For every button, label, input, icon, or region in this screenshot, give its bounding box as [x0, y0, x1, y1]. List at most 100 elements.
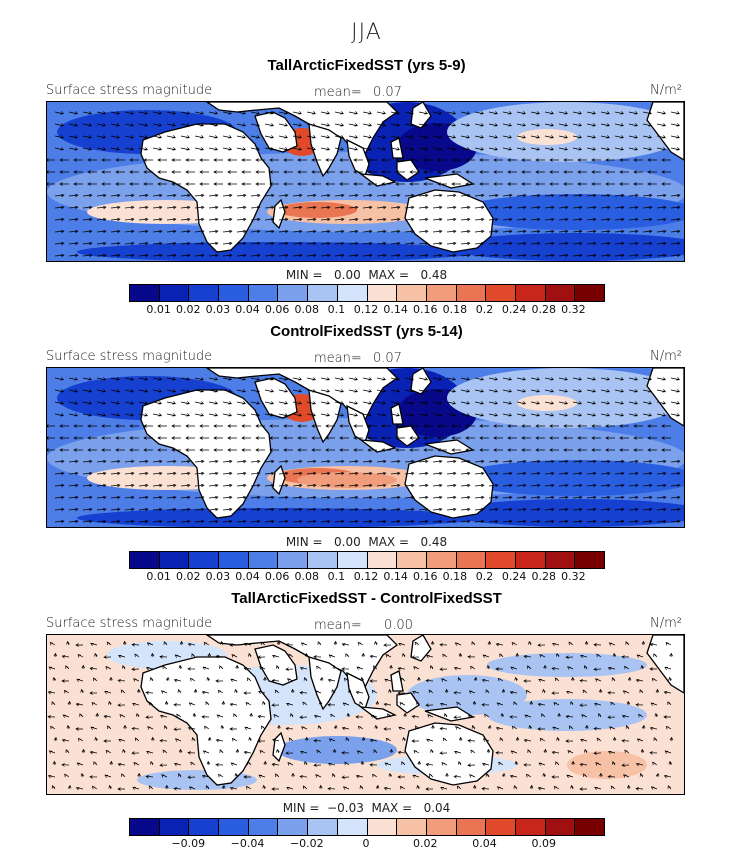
colorbar-swatch [575, 819, 604, 835]
colorbar-tick-label: 0.1 [327, 303, 346, 316]
panel-3-map [46, 634, 685, 795]
colorbar-swatch [130, 819, 160, 835]
colorbar-swatch [278, 819, 309, 835]
colorbar-swatch [248, 552, 279, 568]
colorbar-tick-label: 0.18 [442, 303, 468, 316]
colorbar-swatch [456, 285, 487, 301]
colorbar-tick-label: 0.28 [531, 570, 557, 583]
colorbar-swatch [515, 285, 546, 301]
colorbar-tick-label: 0.12 [353, 570, 379, 583]
colorbar-tick-label: 0.09 [531, 837, 557, 850]
colorbar-swatch [189, 819, 220, 835]
colorbar-tick-label: 0.32 [561, 303, 586, 316]
season-title: JJA [351, 20, 382, 45]
colorbar-swatch [515, 819, 546, 835]
colorbar-tick-label: 0.1 [327, 570, 346, 583]
panel-3-min-max: MIN = −0.03 MAX = 0.04 [282, 801, 451, 815]
colorbar-swatch [456, 552, 487, 568]
colorbar-swatch [219, 819, 249, 835]
colorbar-tick-label: 0.14 [383, 303, 408, 316]
colorbar-swatch [397, 552, 427, 568]
colorbar-swatch [219, 285, 249, 301]
colorbar-swatch [486, 819, 516, 835]
panel-1-colorbar [129, 284, 605, 302]
panel-3-units: N/m² [650, 616, 682, 631]
colorbar-tick-label: 0.08 [294, 570, 320, 583]
colorbar-swatch [545, 552, 576, 568]
colorbar-tick-label: −0.09 [171, 837, 206, 850]
colorbar-swatch [159, 552, 190, 568]
colorbar-swatch [545, 285, 576, 301]
colorbar-tick-label: 0.2 [475, 570, 494, 583]
panel-2-field-label: Surface stress magnitude [46, 349, 213, 364]
panel-2-mean-label: mean= [314, 351, 362, 366]
panel-1-mean-label: mean= [314, 85, 362, 100]
panel-1-units: N/m² [650, 83, 682, 98]
colorbar-swatch [308, 552, 338, 568]
colorbar-tick-label: 0.01 [146, 303, 171, 316]
colorbar-swatch [308, 285, 338, 301]
colorbar-swatch [248, 285, 279, 301]
panel-1-mean-value: 0.07 [373, 85, 402, 100]
panel-1-title: TallArcticFixedSST (yrs 5-9) [267, 57, 466, 74]
colorbar-swatch [575, 285, 604, 301]
panel-2-colorbar-ticks: 0.01 0.02 0.03 0.04 0.06 0.08 0.1 0.12 0.14 0.16 0… [129, 570, 603, 584]
panel-2-units: N/m² [650, 349, 682, 364]
panel-2-colorbar [129, 551, 605, 569]
colorbar-tick-label: 0.12 [353, 303, 379, 316]
colorbar-tick-label: 0.04 [472, 837, 497, 850]
colorbar-swatch [308, 819, 338, 835]
colorbar-swatch [397, 819, 427, 835]
colorbar-swatch [367, 819, 398, 835]
colorbar-swatch [159, 285, 190, 301]
panel-3-mean-value: 0.00 [384, 618, 413, 633]
panel-3-colorbar [129, 818, 605, 836]
colorbar-tick-label: 0.32 [561, 570, 586, 583]
colorbar-swatch [189, 552, 220, 568]
colorbar-tick-label: 0.02 [413, 837, 438, 850]
colorbar-tick-label: 0.01 [146, 570, 171, 583]
colorbar-swatch [545, 819, 576, 835]
colorbar-tick-label: 0.06 [264, 303, 290, 316]
panel-1-colorbar-ticks: 0.01 0.02 0.03 0.04 0.06 0.08 0.1 0.12 0.14 0.16 0… [129, 303, 603, 317]
colorbar-swatch [515, 552, 546, 568]
colorbar-tick-label: 0 [362, 837, 370, 850]
panel-2-min-max: MIN = 0.00 MAX = 0.48 [285, 535, 448, 549]
colorbar-tick-label: −0.02 [289, 837, 324, 850]
colorbar-tick-label: 0.24 [501, 303, 527, 316]
colorbar-swatch [248, 819, 279, 835]
panel-1-field-label: Surface stress magnitude [46, 83, 213, 98]
colorbar-tick-label: 0.02 [176, 303, 201, 316]
colorbar-tick-label: 0.03 [205, 570, 231, 583]
colorbar-tick-label: 0.08 [294, 303, 320, 316]
colorbar-swatch [367, 285, 398, 301]
colorbar-tick-label: 0.06 [264, 570, 290, 583]
colorbar-swatch [575, 552, 604, 568]
colorbar-swatch [130, 285, 160, 301]
colorbar-tick-label: 0.02 [176, 570, 201, 583]
colorbar-swatch [456, 819, 487, 835]
colorbar-tick-label: 0.03 [205, 303, 231, 316]
colorbar-swatch [337, 819, 368, 835]
colorbar-swatch [337, 552, 368, 568]
panel-1-map [46, 101, 685, 262]
colorbar-swatch [397, 285, 427, 301]
colorbar-swatch [426, 285, 457, 301]
colorbar-swatch [278, 285, 309, 301]
colorbar-swatch [337, 285, 368, 301]
panel-3-field-label: Surface stress magnitude [46, 616, 213, 631]
colorbar-swatch [159, 819, 190, 835]
colorbar-tick-label: 0.28 [531, 303, 557, 316]
colorbar-tick-label: 0.14 [383, 570, 408, 583]
colorbar-swatch [426, 819, 457, 835]
colorbar-swatch [130, 552, 160, 568]
panel-1-min-max: MIN = 0.00 MAX = 0.48 [285, 268, 448, 282]
colorbar-swatch [486, 552, 516, 568]
colorbar-tick-label: 0.04 [235, 303, 260, 316]
panel-2-mean-value: 0.07 [373, 351, 402, 366]
colorbar-swatch [486, 285, 516, 301]
colorbar-tick-label: 0.24 [501, 570, 527, 583]
colorbar-swatch [278, 552, 309, 568]
colorbar-tick-label: 0.16 [413, 570, 438, 583]
colorbar-tick-label: 0.18 [442, 570, 468, 583]
